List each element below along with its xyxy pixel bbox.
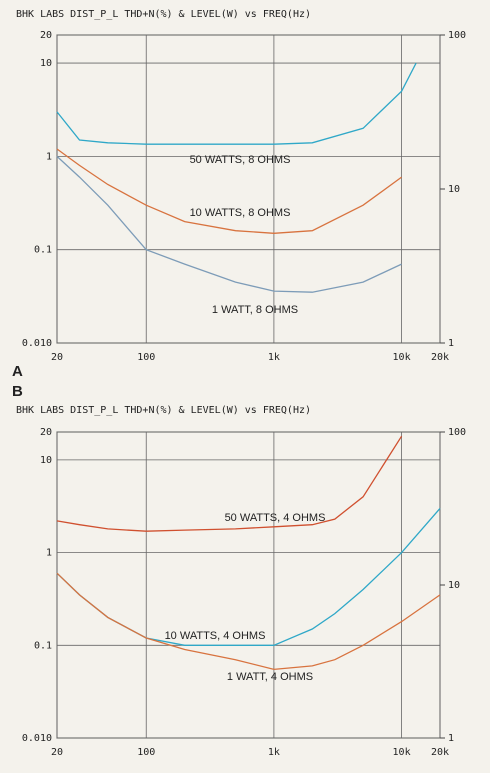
y-tick-label: 10	[40, 58, 52, 69]
series-label: 10 WATTS, 8 OHMS	[190, 207, 291, 219]
x-tick-label: 20	[51, 747, 63, 758]
y-tick-label: 0.1	[34, 245, 52, 256]
y-tick-label: 0.010	[22, 733, 52, 744]
x-tick-label: 20k	[431, 747, 449, 758]
y-tick-label: 10	[40, 455, 52, 466]
y-tick-label: 20	[40, 427, 52, 438]
x-tick-label: 1k	[268, 352, 280, 363]
series-label: 1 WATT, 8 OHMS	[212, 304, 298, 316]
x-tick-label: 10k	[393, 747, 411, 758]
x-tick-label: 100	[137, 352, 155, 363]
series-label: 50 WATTS, 4 OHMS	[225, 512, 326, 524]
plot-frame	[56, 431, 441, 739]
series-line	[56, 435, 403, 532]
y2-tick-label: 1	[448, 733, 454, 744]
y2-tick-label: 1	[448, 338, 454, 349]
x-tick-label: 20	[51, 352, 63, 363]
y-tick-label: 0.010	[22, 338, 52, 349]
y-tick-label: 1	[46, 548, 52, 559]
x-tick-label: 10k	[393, 352, 411, 363]
series-line	[56, 572, 441, 671]
panel-label: B	[12, 383, 23, 400]
y2-tick-label: 100	[448, 30, 466, 41]
x-tick-label: 20k	[431, 352, 449, 363]
panel-label: A	[12, 363, 23, 380]
x-tick-label: 1k	[268, 747, 280, 758]
y2-tick-label: 10	[448, 580, 460, 591]
x-tick-label: 100	[137, 747, 155, 758]
y-tick-label: 1	[46, 151, 52, 162]
y-tick-label: 0.1	[34, 640, 52, 651]
series-line	[57, 156, 440, 292]
series-label: 1 WATT, 4 OHMS	[227, 671, 313, 683]
series-line	[56, 62, 417, 145]
y-tick-label: 20	[40, 30, 52, 41]
y2-tick-label: 10	[448, 184, 460, 195]
series-label: 50 WATTS, 8 OHMS	[190, 154, 291, 166]
chart-title: BHK LABS DIST_P_L THD+N(%) & LEVEL(W) vs…	[16, 9, 311, 20]
plot-frame	[56, 34, 441, 344]
y2-tick-label: 100	[448, 427, 466, 438]
chart-title: BHK LABS DIST_P_L THD+N(%) & LEVEL(W) vs…	[16, 405, 311, 416]
series-label: 10 WATTS, 4 OHMS	[165, 630, 266, 642]
